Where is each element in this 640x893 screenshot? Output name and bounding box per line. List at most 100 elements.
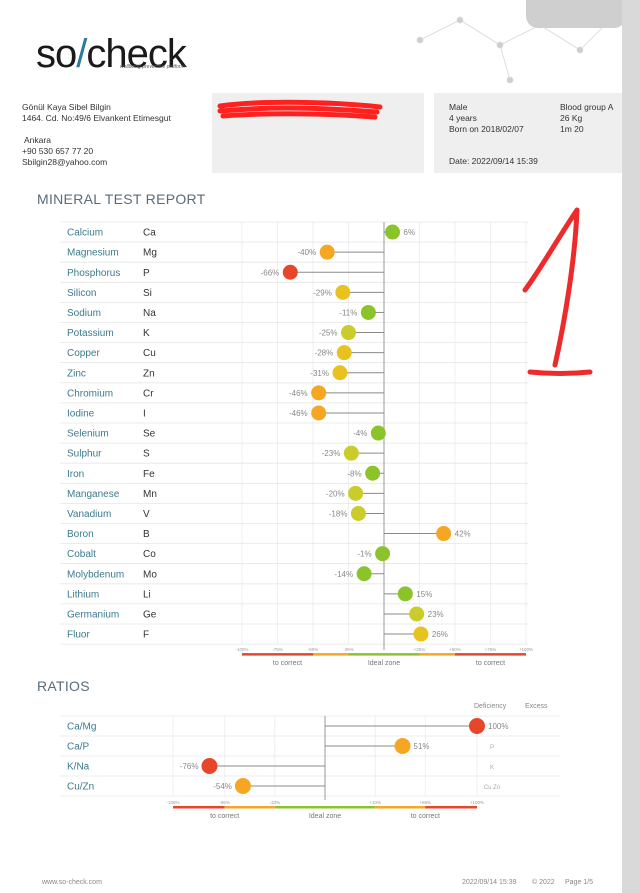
scale-tick: -50% bbox=[308, 647, 319, 652]
value-dot bbox=[282, 264, 298, 280]
value-dot bbox=[397, 586, 413, 602]
brand-logo: SO/check bbox=[36, 32, 187, 76]
mineral-symbol: Mo bbox=[143, 569, 157, 580]
ratio-col-excess: Excess bbox=[525, 703, 548, 710]
value-dot bbox=[436, 526, 452, 542]
scale-tick: -100% bbox=[235, 647, 248, 652]
patient-sex: Male bbox=[449, 102, 468, 112]
mineral-symbol: Mn bbox=[143, 489, 157, 500]
mineral-name: Selenium bbox=[67, 429, 109, 440]
patient-height: 1m 20 bbox=[560, 124, 584, 134]
mineral-symbol: I bbox=[143, 408, 146, 419]
scale-tick: -75% bbox=[272, 647, 283, 652]
patient-blood: Blood group A bbox=[560, 102, 614, 112]
value-dot bbox=[413, 626, 429, 642]
scale-segment bbox=[242, 653, 313, 656]
mineral-symbol: Cr bbox=[143, 388, 154, 399]
report-date: Date: 2022/09/14 15:39 bbox=[449, 156, 538, 166]
mineral-name: Copper bbox=[67, 348, 100, 359]
handwritten-one-scribble bbox=[522, 207, 593, 376]
scale-segment bbox=[274, 806, 376, 809]
mineral-name: Magnesium bbox=[67, 248, 119, 259]
value-label: 15% bbox=[416, 590, 432, 599]
value-label: -14% bbox=[334, 570, 353, 579]
ratio-name: Ca/Mg bbox=[67, 722, 96, 733]
mineral-name: Chromium bbox=[67, 388, 113, 399]
zone-mid-label: Ideal zone bbox=[368, 660, 400, 667]
value-dot bbox=[350, 505, 366, 521]
zone-right-label: to correct bbox=[411, 813, 440, 820]
scale-tick: +25% bbox=[414, 647, 426, 652]
value-label: -20% bbox=[326, 489, 345, 498]
value-dot bbox=[234, 778, 251, 794]
value-dot bbox=[360, 304, 376, 320]
mineral-symbol: S bbox=[143, 449, 150, 460]
value-dot bbox=[201, 758, 218, 774]
report-page: SO/check wellbeing preventive platform G… bbox=[0, 0, 622, 893]
mineral-name: Phosphorus bbox=[67, 268, 120, 279]
value-dot bbox=[336, 345, 352, 361]
patient-weight: 26 Kg bbox=[560, 113, 583, 123]
mineral-name: Fluor bbox=[67, 630, 90, 641]
value-dot bbox=[311, 385, 327, 401]
mineral-symbol: V bbox=[143, 509, 150, 520]
value-dot bbox=[394, 738, 411, 754]
mineral-chart: Calcium Ca 6% Magnesium Mg -40% Phosphorus P -66… bbox=[60, 221, 533, 667]
value-dot bbox=[365, 465, 381, 481]
ratio-excess-label: P bbox=[490, 745, 494, 751]
value-dot bbox=[375, 546, 391, 562]
ratio-col-deficiency: Deficiency bbox=[474, 703, 507, 710]
value-dot bbox=[356, 566, 372, 582]
value-label: 23% bbox=[428, 610, 444, 619]
scale-tick: +100% bbox=[470, 800, 484, 805]
ratio-name: Cu/Zn bbox=[67, 782, 94, 793]
value-label: -46% bbox=[289, 389, 308, 398]
mineral-symbol: Li bbox=[143, 589, 151, 600]
mineral-symbol: F bbox=[143, 630, 149, 641]
zone-left-label: to correct bbox=[273, 660, 302, 667]
value-label: -28% bbox=[315, 349, 334, 358]
zone-right-label: to correct bbox=[476, 660, 505, 667]
value-label: -54% bbox=[213, 782, 232, 791]
mineral-name: Boron bbox=[67, 529, 94, 540]
scale-tick: -66% bbox=[219, 800, 230, 805]
mineral-name: Silicon bbox=[67, 288, 96, 299]
value-label: 26% bbox=[432, 630, 448, 639]
footer-date: 2022/09/14 15:39 bbox=[462, 879, 517, 886]
value-label: -46% bbox=[289, 409, 308, 418]
mineral-symbol: P bbox=[143, 268, 150, 279]
value-dot bbox=[335, 284, 351, 300]
scale-tick: -25% bbox=[343, 647, 354, 652]
mineral-name: Molybdenum bbox=[67, 569, 124, 580]
redaction-scribble bbox=[217, 99, 383, 120]
value-dot bbox=[332, 365, 348, 381]
value-label: -1% bbox=[357, 550, 371, 559]
mineral-symbol: Fe bbox=[143, 469, 155, 480]
mineral-name: Zinc bbox=[67, 368, 86, 379]
scale-segment bbox=[313, 653, 349, 656]
mineral-section-title: MINERAL TEST REPORT bbox=[37, 191, 206, 207]
scale-tick: +75% bbox=[485, 647, 497, 652]
mineral-name: Vanadium bbox=[67, 509, 111, 520]
mineral-symbol: B bbox=[143, 529, 150, 540]
patient-phone: +90 530 657 77 20 bbox=[22, 146, 94, 156]
patient-email: Sbilgin28@yahoo.com bbox=[22, 157, 108, 167]
mineral-name: Manganese bbox=[67, 489, 120, 500]
value-dot bbox=[311, 405, 327, 421]
ratio-name: K/Na bbox=[67, 762, 90, 773]
scale-segment bbox=[375, 806, 426, 809]
value-label: -4% bbox=[353, 429, 367, 438]
brand-prefix: SO bbox=[36, 32, 77, 76]
value-label: -66% bbox=[261, 268, 280, 277]
mineral-name: Iodine bbox=[67, 408, 95, 419]
value-dot bbox=[343, 445, 359, 461]
footer-site: www.so-check.com bbox=[42, 879, 102, 886]
mineral-name: Iron bbox=[67, 469, 84, 480]
scale-tick: -33% bbox=[270, 800, 281, 805]
scale-tick: +66% bbox=[419, 800, 431, 805]
value-label: 100% bbox=[488, 722, 508, 731]
value-label: 6% bbox=[404, 228, 416, 237]
zone-left-label: to correct bbox=[210, 813, 239, 820]
mineral-symbol: Se bbox=[143, 429, 156, 440]
value-dot bbox=[319, 244, 335, 260]
